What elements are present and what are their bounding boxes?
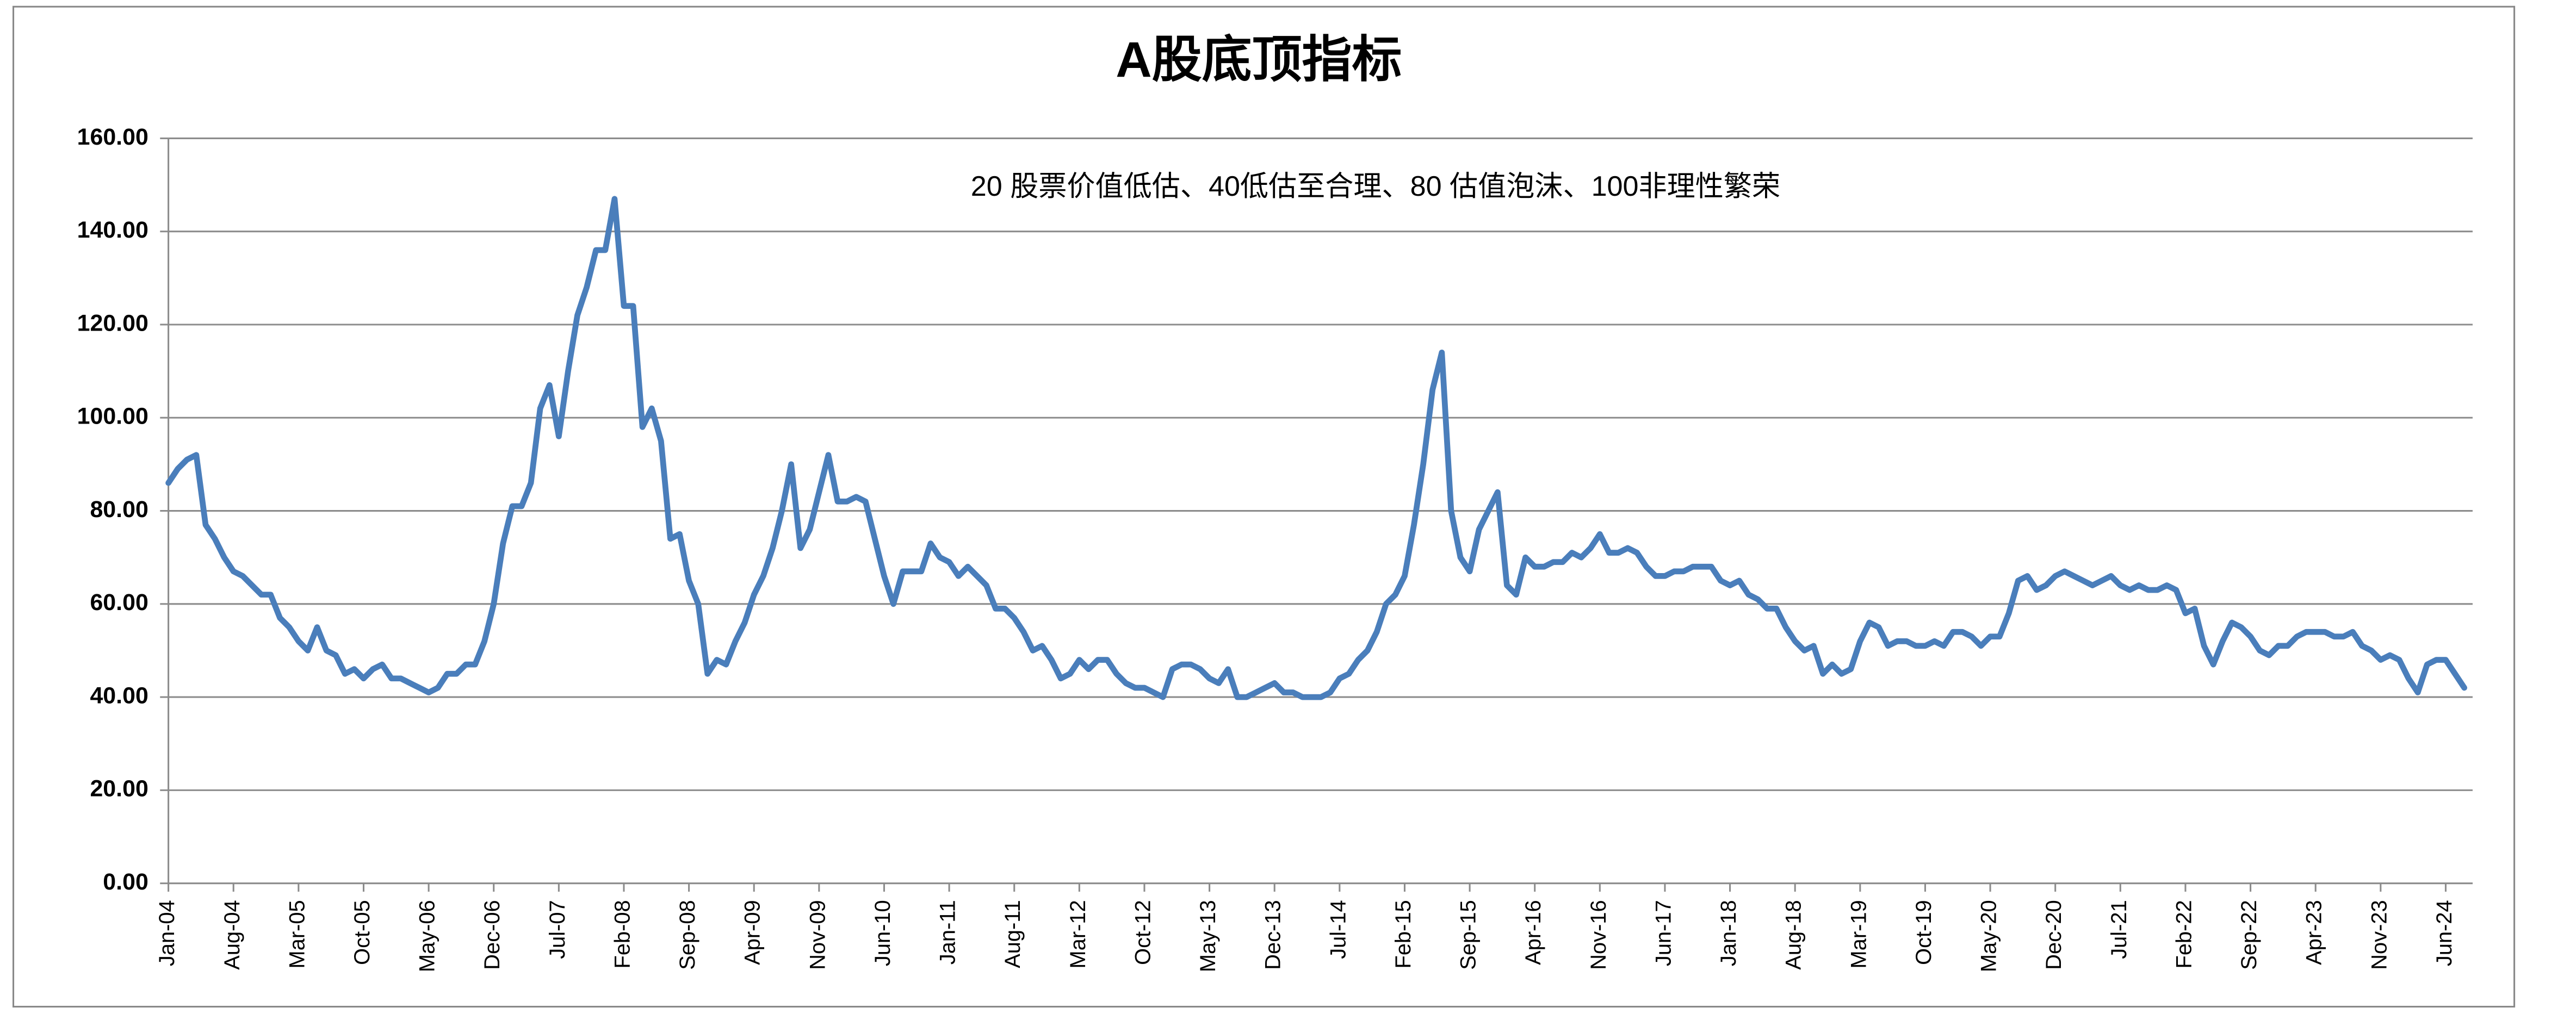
y-tick-label: 140.00 <box>77 217 148 243</box>
x-tick-label: Aug-11 <box>1001 900 1025 968</box>
x-tick-label: Sep-08 <box>676 900 699 969</box>
x-tick-label: Dec-06 <box>480 900 504 969</box>
x-tick-label: Jul-14 <box>1326 900 1350 959</box>
x-tick-label: Jul-21 <box>2107 900 2131 959</box>
x-tick-label: Nov-16 <box>1587 900 1611 969</box>
x-tick-label: Feb-08 <box>611 900 635 968</box>
x-tick-label: Jun-10 <box>871 900 895 966</box>
y-tick-label: 80.00 <box>90 496 148 523</box>
x-tick-label: Jun-24 <box>2432 900 2456 966</box>
x-tick-label: Aug-04 <box>220 900 244 969</box>
x-tick-label: Oct-19 <box>1912 900 1936 965</box>
data-line <box>165 196 2467 700</box>
y-tick-label: 100.00 <box>77 403 148 430</box>
x-tick-label: Apr-16 <box>1521 900 1545 965</box>
x-tick-label: Jun-17 <box>1651 900 1675 966</box>
x-tick-label: Oct-12 <box>1131 900 1155 965</box>
y-tick-label: 60.00 <box>90 589 148 615</box>
x-tick-label: Jan-11 <box>936 900 960 965</box>
annotation: 20 股票价值低估、40低估至合理、80 估值泡沫、100非理性繁荣 <box>971 171 1780 202</box>
x-tick-label: Sep-15 <box>1457 900 1481 969</box>
x-tick-label: Nov-23 <box>2367 900 2391 969</box>
x-tick-label: Mar-12 <box>1066 900 1090 968</box>
x-tick-label: Jul-07 <box>546 900 569 959</box>
y-tick-label: 40.00 <box>90 682 148 708</box>
x-tick-label: Dec-20 <box>2042 900 2066 969</box>
chart-title: A股底顶指标 <box>1116 32 1402 88</box>
y-tick-label: 160.00 <box>77 124 148 150</box>
y-tick-label: 120.00 <box>77 310 148 336</box>
x-tick-label: May-20 <box>1977 900 2001 972</box>
y-tick-label: 20.00 <box>90 776 148 802</box>
x-tick-label: Apr-09 <box>741 900 765 965</box>
x-tick-label: Sep-22 <box>2237 900 2261 969</box>
x-tick-label: Dec-13 <box>1261 900 1285 969</box>
y-tick-label: 0.00 <box>103 869 148 895</box>
x-tick-label: Mar-19 <box>1847 900 1871 968</box>
x-tick-label: Feb-22 <box>2172 900 2196 968</box>
x-tick-label: Apr-23 <box>2302 900 2326 965</box>
x-tick-label: Aug-18 <box>1782 900 1806 969</box>
x-tick-label: May-06 <box>416 900 439 972</box>
x-tick-label: Feb-15 <box>1391 900 1415 968</box>
x-tick-label: Jan-18 <box>1717 900 1741 966</box>
x-tick-label: May-13 <box>1196 900 1220 972</box>
chart-frame <box>13 5 2516 1008</box>
x-tick-label: Oct-05 <box>350 900 374 965</box>
x-tick-label: Jan-04 <box>155 900 179 966</box>
x-tick-label: Nov-09 <box>806 900 829 969</box>
x-tick-label: Mar-05 <box>285 900 309 968</box>
